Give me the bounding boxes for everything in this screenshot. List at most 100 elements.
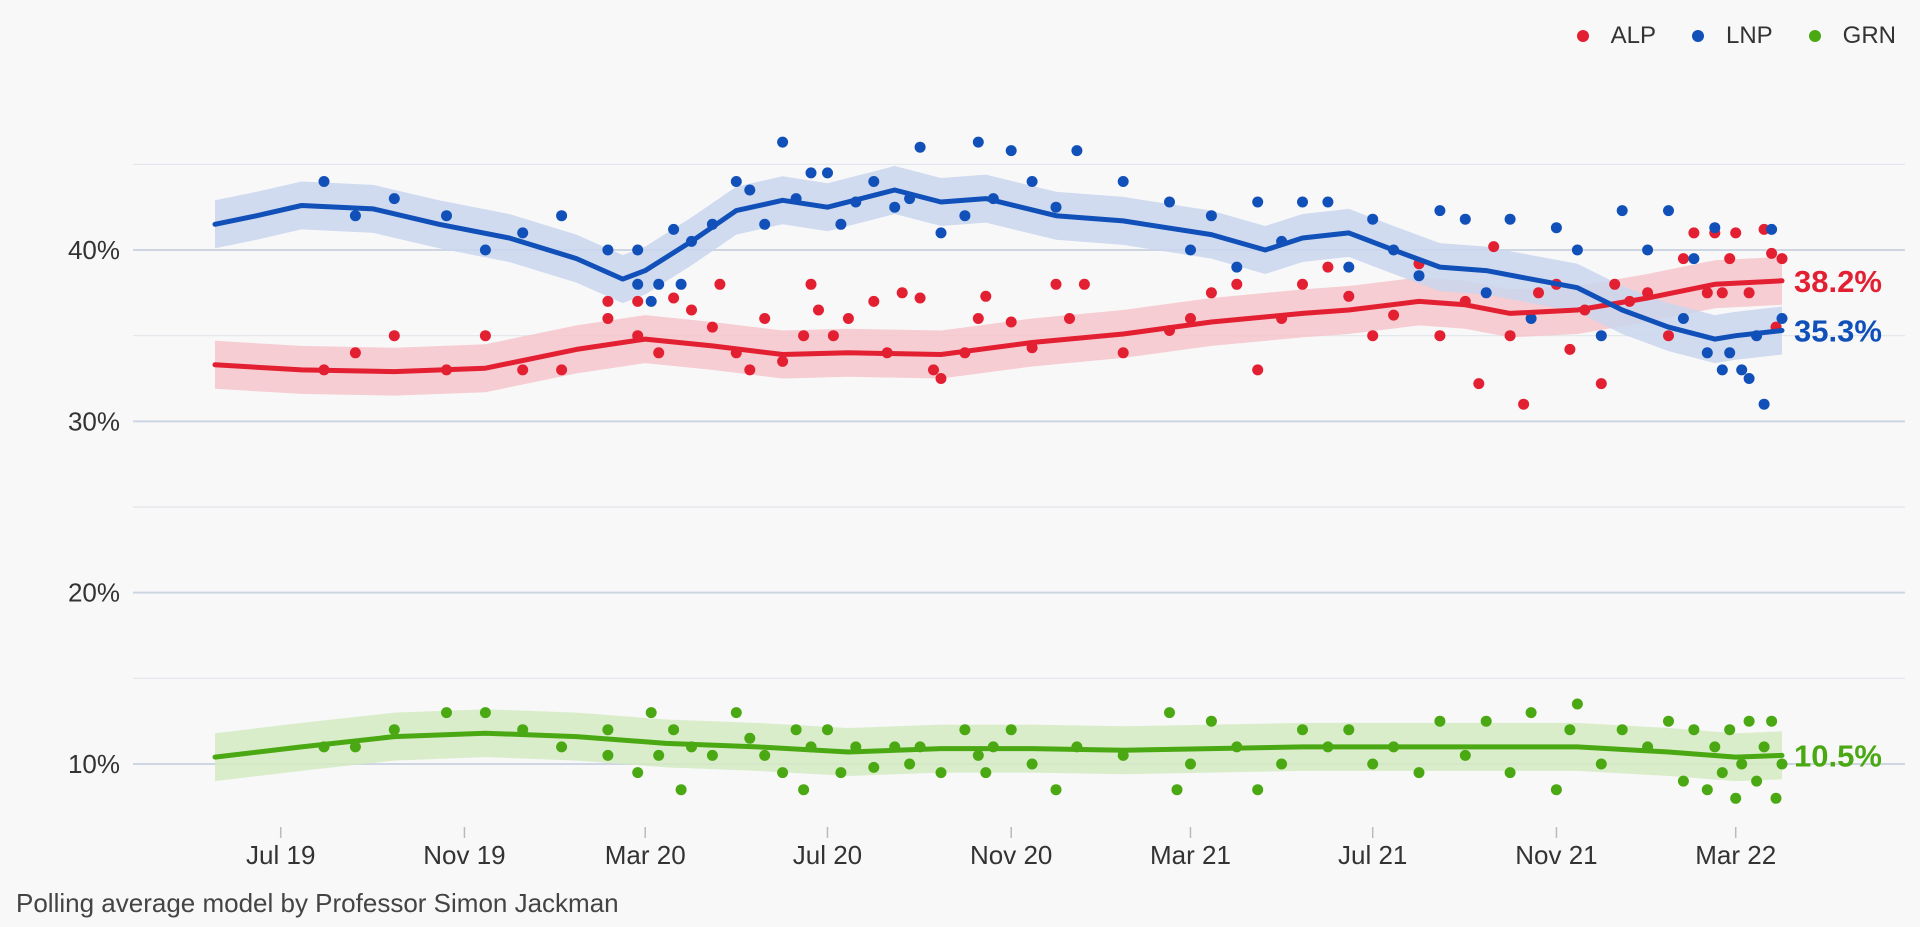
legend-item-lnp[interactable]: LNP xyxy=(1691,22,1773,50)
poll-point-lnp xyxy=(1677,313,1689,324)
poll-point-alp xyxy=(1473,378,1485,390)
poll-point-alp xyxy=(1297,278,1308,290)
legend-label-grn: GRN xyxy=(1842,22,1896,49)
poll-point-alp xyxy=(744,364,756,376)
poll-point-alp xyxy=(668,292,680,304)
trend-lines xyxy=(212,187,1785,760)
poll-point-grn xyxy=(1504,767,1516,779)
poll-point-alp xyxy=(798,330,810,342)
poll-point-alp xyxy=(914,292,926,304)
poll-point-lnp xyxy=(1164,196,1175,208)
poll-point-grn xyxy=(1701,784,1713,796)
poll-point-grn xyxy=(1776,758,1788,770)
poll-point-alp xyxy=(777,355,789,367)
poll-point-lnp xyxy=(388,193,400,205)
poll-point-alp xyxy=(1564,343,1576,355)
x-tick-label: Jul 19 xyxy=(246,840,315,870)
poll-point-alp xyxy=(1504,330,1516,342)
legend-dot-alp xyxy=(1576,30,1589,42)
legend-label-lnp: LNP xyxy=(1725,22,1773,49)
poll-point-lnp xyxy=(1322,196,1334,208)
y-tick-label: 40% xyxy=(68,235,120,265)
legend-dot-grn xyxy=(1808,30,1821,42)
poll-point-grn xyxy=(1205,715,1217,727)
poll-point-grn xyxy=(1005,724,1017,736)
poll-point-grn xyxy=(556,741,568,753)
poll-point-alp xyxy=(896,287,908,299)
poll-point-lnp xyxy=(479,244,491,256)
poll-point-grn xyxy=(1770,792,1782,804)
x-tick-label: Nov 20 xyxy=(970,840,1052,870)
poll-point-lnp xyxy=(441,210,452,222)
poll-point-lnp xyxy=(1459,213,1471,225)
poll-point-alp xyxy=(1776,253,1788,265)
poll-point-lnp xyxy=(1724,347,1736,359)
legend-item-alp[interactable]: ALP xyxy=(1576,22,1656,50)
poll-point-lnp xyxy=(1743,373,1755,384)
poll-point-lnp xyxy=(1071,145,1083,157)
poll-point-grn xyxy=(759,749,771,761)
poll-point-lnp xyxy=(1716,364,1728,376)
poll-point-lnp xyxy=(1185,244,1196,256)
x-tick-label: Mar 21 xyxy=(1150,840,1231,870)
legend-item-grn[interactable]: GRN xyxy=(1808,22,1896,50)
poll-point-grn xyxy=(602,724,614,736)
x-tick-label: Mar 20 xyxy=(605,840,686,870)
poll-point-alp xyxy=(1005,316,1017,328)
poll-point-grn xyxy=(1663,715,1674,727)
poll-point-lnp xyxy=(632,278,644,290)
poll-point-alp xyxy=(935,373,947,384)
poll-point-grn xyxy=(1343,724,1355,736)
poll-point-grn xyxy=(1026,758,1038,770)
poll-point-alp xyxy=(1724,253,1736,265)
poll-point-lnp xyxy=(653,278,665,290)
x-tick-label: Nov 21 xyxy=(1515,840,1597,870)
poll-point-grn xyxy=(1716,767,1728,779)
poll-point-lnp xyxy=(1642,244,1654,256)
poll-point-alp xyxy=(1518,398,1530,410)
x-tick-label: Nov 19 xyxy=(423,840,505,870)
poll-point-lnp xyxy=(1005,145,1017,157)
poll-point-alp xyxy=(980,290,992,302)
poll-point-alp xyxy=(1343,290,1355,302)
poll-point-alp xyxy=(868,295,880,307)
poll-point-grn xyxy=(1758,741,1770,753)
poll-point-lnp xyxy=(889,201,901,213)
poll-point-alp xyxy=(602,313,614,324)
poll-point-grn xyxy=(1550,784,1562,796)
poll-point-lnp xyxy=(805,167,817,179)
poll-point-alp xyxy=(517,364,529,376)
poll-point-grn xyxy=(1751,775,1763,787)
poll-point-lnp xyxy=(959,210,971,222)
poll-point-grn xyxy=(706,749,718,761)
poll-point-lnp xyxy=(730,176,742,187)
x-tick-label: Jul 20 xyxy=(793,840,862,870)
poll-point-alp xyxy=(479,330,491,342)
poll-point-grn xyxy=(1688,724,1700,736)
poll-point-lnp xyxy=(1616,205,1628,217)
poll-point-grn xyxy=(668,724,680,736)
legend-label-alp: ALP xyxy=(1610,22,1656,49)
poll-point-lnp xyxy=(1480,287,1492,299)
poll-point-alp xyxy=(632,295,644,307)
poll-point-alp xyxy=(1677,253,1689,265)
poll-point-grn xyxy=(1252,784,1264,796)
poll-point-lnp xyxy=(1701,347,1713,359)
band-alp xyxy=(215,256,1782,396)
poll-point-alp xyxy=(1322,261,1334,273)
poll-point-grn xyxy=(675,784,687,796)
poll-point-grn xyxy=(790,724,802,736)
poll-point-grn xyxy=(1185,758,1196,770)
poll-point-lnp xyxy=(822,167,833,179)
poll-point-grn xyxy=(904,758,916,770)
poll-point-grn xyxy=(972,749,984,761)
poll-point-lnp xyxy=(517,227,529,239)
poll-point-alp xyxy=(714,278,726,290)
poll-point-lnp xyxy=(349,210,361,222)
confidence-bands xyxy=(215,166,1782,782)
poll-point-grn xyxy=(1459,749,1471,761)
poll-point-lnp xyxy=(935,227,947,239)
poll-point-grn xyxy=(1677,775,1689,787)
poll-point-lnp xyxy=(632,244,644,256)
trend-line-alp xyxy=(212,278,1785,375)
